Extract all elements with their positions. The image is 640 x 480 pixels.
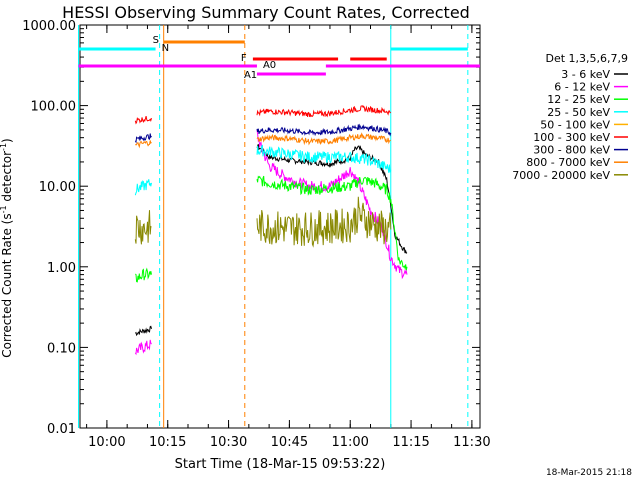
series-layer [134, 105, 408, 356]
legend-label: 3 - 6 keV [561, 68, 610, 81]
series-line [256, 123, 392, 137]
x-axis-label: Start Time (18-Mar-15 09:53:22) [175, 457, 386, 472]
y-tick-label: 10.00 [39, 180, 76, 195]
series-line [134, 133, 152, 144]
y-axis-label-exponent: -1 [0, 205, 8, 213]
x-tick-label: 10:15 [149, 435, 186, 450]
flare-label: F [241, 53, 247, 64]
annotation-layer: SN F A0 A1 [78, 35, 480, 81]
legend-label: 100 - 300 keV [533, 131, 610, 144]
series-line [256, 144, 392, 173]
legend-label: 300 - 800 keV [533, 144, 610, 157]
y-axis-label-exponent: -1 [0, 143, 8, 151]
plot-axes: 10:00 10:15 10:30 10:45 11:00 11:15 11:30 1000.… [22, 19, 490, 450]
series-line [134, 339, 152, 356]
series-line [256, 196, 392, 248]
x-tick-label: 10:30 [210, 435, 247, 450]
plot-frame [79, 24, 481, 429]
legend-title: Det 1,3,5,6,7,9 [545, 52, 628, 65]
series-line [134, 210, 152, 245]
x-tick-label: 10:00 [88, 435, 125, 450]
series-line [135, 267, 152, 283]
series-line [134, 115, 152, 125]
saa-label: S [153, 35, 159, 46]
legend-label: 12 - 25 keV [547, 93, 610, 106]
attenuator-a1-label: A1 [244, 70, 257, 81]
series-line [134, 179, 152, 196]
series-line [134, 325, 152, 337]
y-axis-label: Corrected Count Rate (s-1 detector-1) [0, 138, 14, 357]
x-tick-label: 10:45 [271, 435, 308, 450]
x-tick-label: 11:00 [331, 435, 368, 450]
timestamp: 18-Mar-2015 21:18 [546, 468, 632, 478]
legend-label: 7000 - 20000 keV [512, 169, 610, 182]
y-tick-label: 0.01 [47, 422, 76, 437]
y-axis-label-part: ) [0, 138, 14, 143]
y-tick-label: 1.00 [47, 261, 76, 276]
series-line [256, 105, 391, 118]
y-tick-label: 0.10 [47, 341, 76, 356]
legend-label: 50 - 100 keV [540, 118, 610, 131]
vertical-marker-lines [78, 25, 469, 428]
legend-label: 25 - 50 keV [547, 106, 610, 119]
series-line [256, 132, 391, 146]
chart-title: HESSI Observing Summary Count Rates, Cor… [62, 3, 470, 22]
series-line [135, 140, 152, 149]
x-tick-label: 11:15 [392, 435, 429, 450]
y-tick-label: 1000.00 [22, 19, 76, 34]
series-line [256, 144, 408, 254]
legend-label: 800 - 7000 keV [526, 156, 610, 169]
night-label: N [162, 43, 169, 54]
x-tick-label: 11:30 [453, 435, 490, 450]
series-line [256, 175, 408, 271]
series-line [256, 130, 408, 280]
legend-label: 6 - 12 keV [554, 81, 610, 94]
attenuator-a0-label: A0 [263, 60, 276, 71]
y-axis-label-part: detector [0, 151, 14, 206]
y-tick-label: 100.00 [31, 100, 77, 115]
y-axis-label-part: Corrected Count Rate (s [0, 213, 14, 357]
